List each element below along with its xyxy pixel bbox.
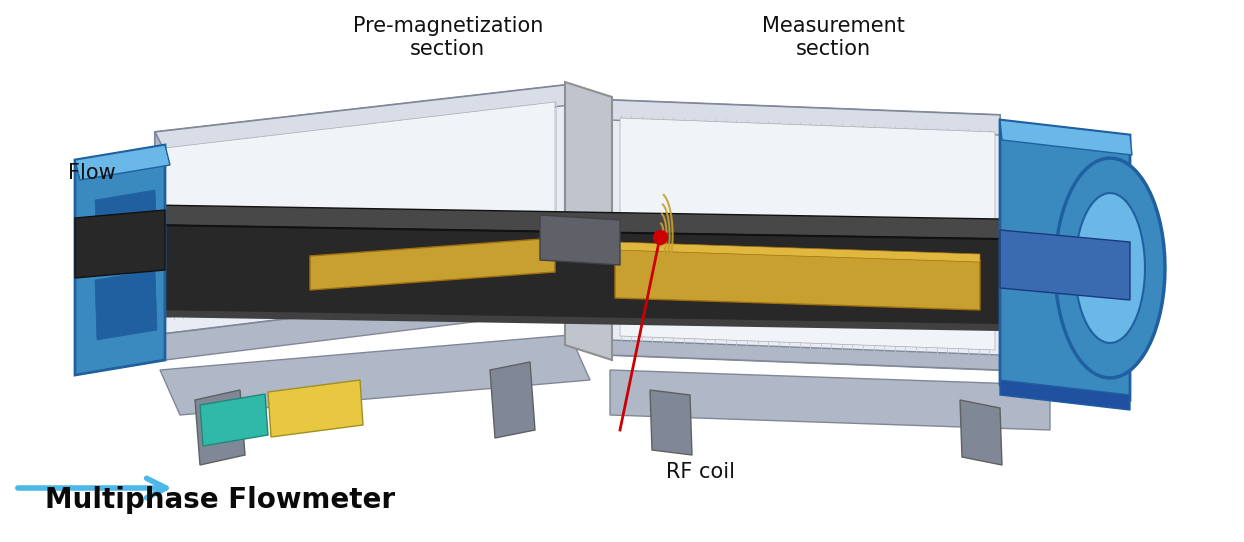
Polygon shape: [610, 370, 1050, 430]
Polygon shape: [615, 248, 980, 310]
Polygon shape: [565, 82, 612, 360]
Polygon shape: [1075, 193, 1144, 343]
Polygon shape: [156, 285, 570, 360]
Polygon shape: [1055, 158, 1164, 378]
Polygon shape: [960, 400, 1001, 465]
Text: Pre-magnetization
section: Pre-magnetization section: [352, 16, 544, 60]
Polygon shape: [156, 85, 565, 335]
Polygon shape: [156, 85, 570, 152]
Point: [651, 233, 671, 241]
Polygon shape: [160, 335, 590, 415]
Polygon shape: [310, 238, 555, 290]
Polygon shape: [75, 145, 170, 180]
Text: Flow: Flow: [68, 164, 116, 183]
Polygon shape: [610, 100, 1000, 370]
Polygon shape: [610, 100, 1000, 135]
Polygon shape: [75, 210, 165, 278]
Polygon shape: [1000, 120, 1130, 400]
Polygon shape: [200, 394, 267, 446]
Polygon shape: [95, 190, 157, 250]
Polygon shape: [490, 362, 535, 438]
Polygon shape: [195, 390, 245, 465]
Polygon shape: [151, 225, 1060, 330]
Polygon shape: [615, 242, 980, 262]
Polygon shape: [1000, 380, 1130, 410]
Text: Measurement
section: Measurement section: [763, 16, 904, 60]
Polygon shape: [1000, 230, 1130, 300]
Polygon shape: [151, 310, 1060, 332]
Polygon shape: [267, 380, 363, 437]
Polygon shape: [165, 102, 555, 318]
Text: RF coil: RF coil: [666, 462, 734, 481]
Polygon shape: [540, 215, 620, 265]
Polygon shape: [565, 85, 570, 310]
Polygon shape: [620, 118, 995, 350]
Polygon shape: [610, 340, 1000, 370]
Polygon shape: [95, 270, 157, 340]
Polygon shape: [156, 132, 165, 360]
Polygon shape: [651, 390, 692, 455]
Polygon shape: [1000, 120, 1132, 155]
Text: Multiphase Flowmeter: Multiphase Flowmeter: [45, 486, 396, 514]
Polygon shape: [75, 145, 165, 375]
Polygon shape: [151, 205, 1060, 240]
